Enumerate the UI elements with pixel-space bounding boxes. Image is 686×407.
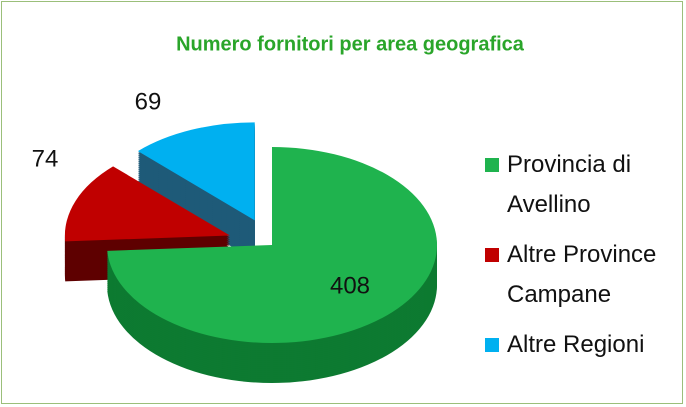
legend-item: Provincia di Avellino bbox=[485, 145, 665, 225]
legend-label: Provincia di Avellino bbox=[507, 151, 632, 218]
slice bbox=[107, 147, 438, 343]
legend-item: Altre Regioni bbox=[485, 325, 665, 365]
chart-title: Numero fornitori per area geografica bbox=[176, 33, 525, 55]
legend-swatch bbox=[485, 158, 499, 172]
legend-label: Altre Province Campane bbox=[507, 241, 657, 308]
legend-swatch bbox=[485, 248, 499, 262]
legend-item: Altre Province Campane bbox=[485, 235, 665, 315]
slice bbox=[64, 166, 230, 242]
slice bbox=[137, 122, 255, 221]
legend-swatch bbox=[485, 338, 499, 352]
data-label: 408 bbox=[330, 272, 370, 299]
data-label: 74 bbox=[32, 145, 59, 172]
legend-label: Altre Regioni bbox=[507, 331, 645, 358]
data-label: 69 bbox=[135, 88, 162, 115]
